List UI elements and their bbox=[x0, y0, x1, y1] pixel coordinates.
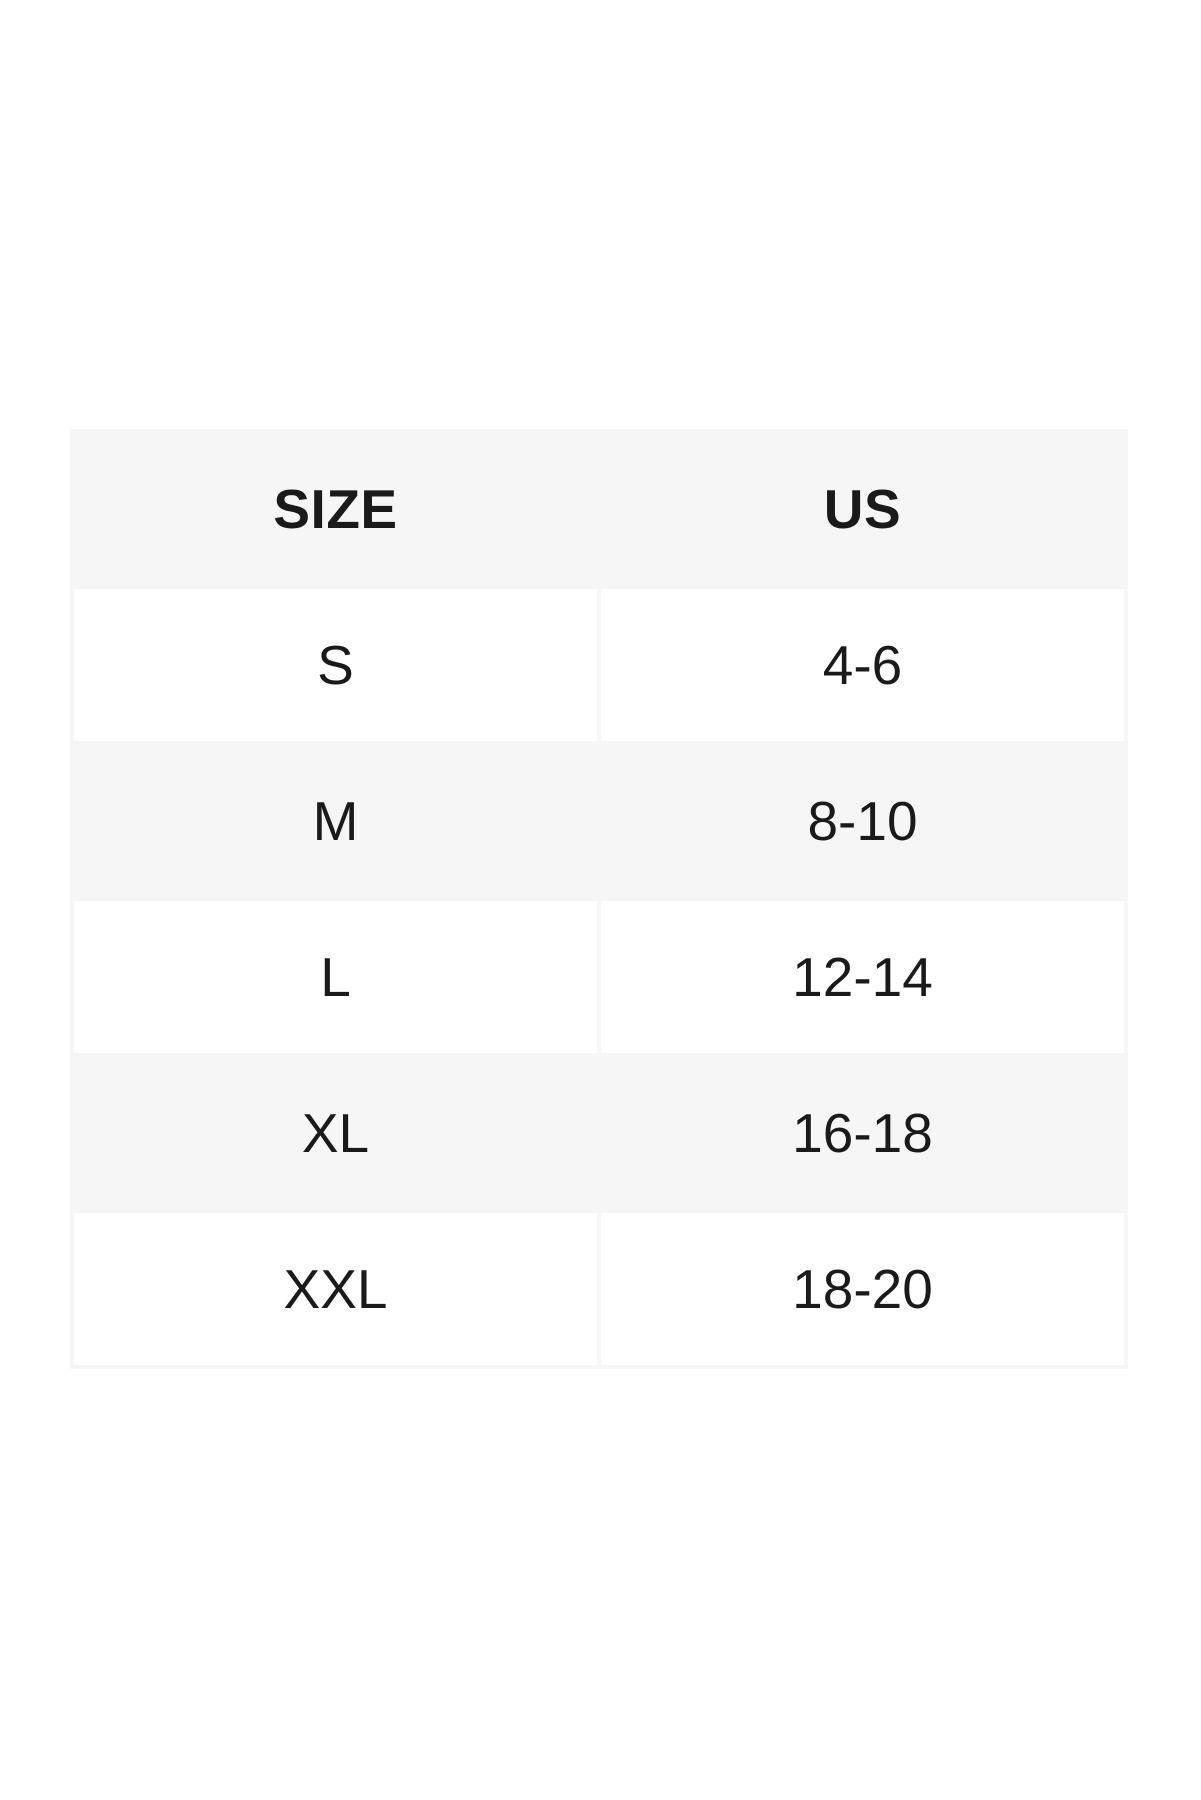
size-chart-table: SIZE US S 4-6 M 8-10 L 12-14 XL 16-18 XX bbox=[70, 429, 1128, 1369]
us-size-value: 8-10 bbox=[807, 790, 918, 852]
table-row-xl: XL 16-18 bbox=[74, 1057, 1124, 1209]
column-header-us: US bbox=[823, 478, 902, 540]
table-row-l: L 12-14 bbox=[74, 901, 1124, 1053]
table-row-m: M 8-10 bbox=[74, 745, 1124, 897]
table-row-s: S 4-6 bbox=[74, 589, 1124, 741]
us-size-value: 12-14 bbox=[601, 901, 1124, 1053]
column-header-size: SIZE bbox=[273, 478, 398, 540]
us-size-value: 18-20 bbox=[601, 1213, 1124, 1365]
size-label: M bbox=[312, 790, 359, 852]
size-label: L bbox=[74, 901, 597, 1053]
size-label: XXL bbox=[74, 1213, 597, 1365]
us-size-value: 16-18 bbox=[792, 1102, 933, 1164]
size-label: S bbox=[74, 589, 597, 741]
table-row-xxl: XXL 18-20 bbox=[74, 1213, 1124, 1365]
size-label: XL bbox=[301, 1102, 370, 1164]
us-size-value: 4-6 bbox=[601, 589, 1124, 741]
header-row: SIZE US bbox=[74, 433, 1124, 585]
